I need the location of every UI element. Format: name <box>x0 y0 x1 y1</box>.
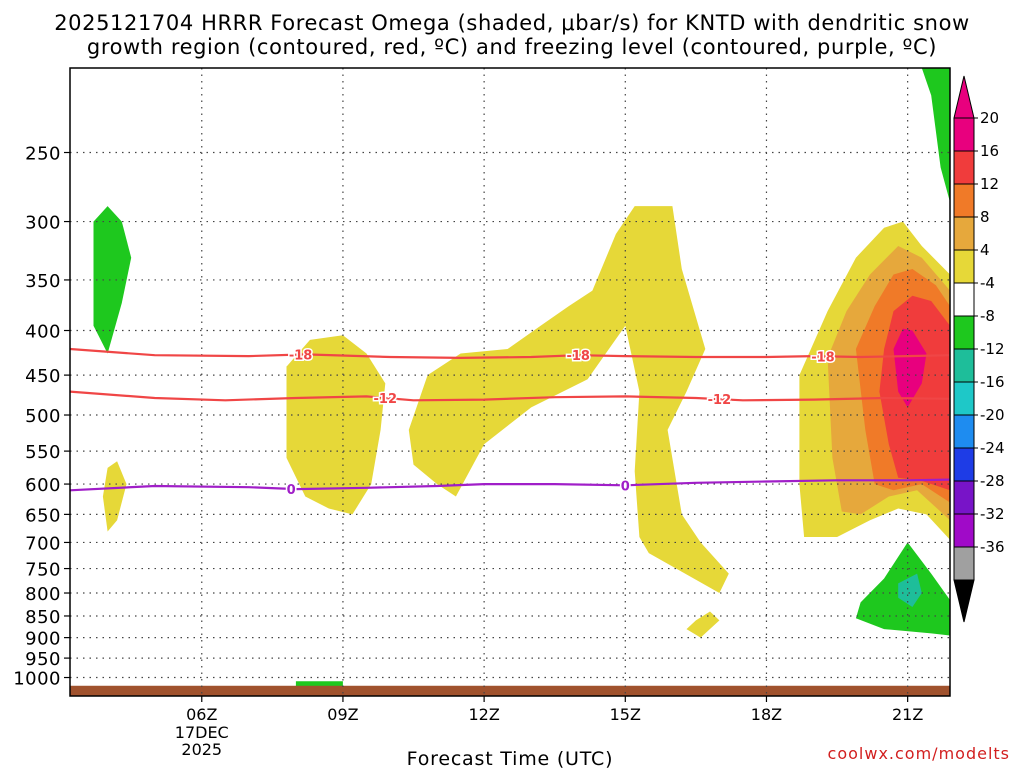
x-tick-label: 18Z <box>751 705 782 724</box>
colorbar-over-arrow <box>953 75 975 119</box>
omega-shading <box>70 68 950 696</box>
colorbar-label: -36 <box>980 538 1005 556</box>
y-tick-label: 1000 <box>13 669 61 690</box>
omega-region <box>93 206 132 354</box>
y-tick-label: 900 <box>25 629 61 650</box>
colorbar-segment <box>953 414 975 449</box>
plot-frame <box>69 67 951 697</box>
y-tick-label: 950 <box>25 649 61 670</box>
colorbar-label: -12 <box>980 340 1005 358</box>
colorbar-segment <box>953 249 975 284</box>
x-tick-sublabel: 2025 <box>181 740 222 759</box>
x-tick-label: 12Z <box>468 705 499 724</box>
contour-lines: -18 -18 -18 -12 -12 0 0 <box>70 347 950 499</box>
y-tick-label: 500 <box>25 406 61 427</box>
x-axis-label: Forecast Time (UTC) <box>407 748 614 768</box>
credit-text: coolwx.com/modelts <box>827 744 1010 763</box>
grid-lines <box>70 68 950 696</box>
chart-title-line-2: growth region (contoured, red, ºC) and f… <box>86 35 938 59</box>
colorbar-label: 8 <box>980 208 990 226</box>
colorbar-label: 16 <box>980 142 999 160</box>
contour-label: -18 <box>811 350 835 365</box>
omega-region <box>893 328 927 408</box>
terrain-strip <box>70 685 950 696</box>
colorbar-segment <box>953 183 975 218</box>
colorbar-segment <box>953 282 975 317</box>
omega-region <box>102 461 127 532</box>
x-tick-label: 09Z <box>327 705 358 724</box>
colorbar-label: -28 <box>980 472 1005 490</box>
y-tick-label: 550 <box>25 442 61 463</box>
x-tick-label: 21Z <box>892 705 923 724</box>
colorbar-label: -8 <box>980 307 995 325</box>
colorbar-segment <box>953 315 975 350</box>
y-tick-label: 600 <box>25 475 61 496</box>
y-tick-label: 750 <box>25 560 61 581</box>
contour-label: -12 <box>708 393 732 408</box>
colorbar-segment <box>953 513 975 548</box>
y-tick-label: 300 <box>25 213 61 234</box>
colorbar-segment <box>953 117 975 152</box>
y-tick-label: 350 <box>25 271 61 292</box>
omega-region <box>898 573 922 607</box>
dendritic-contour-line <box>70 347 950 360</box>
contour-label: 0 <box>287 483 296 498</box>
x-tick-label: 15Z <box>610 705 641 724</box>
omega-region <box>921 68 950 203</box>
colorbar-label: -16 <box>980 373 1005 391</box>
colorbar-label: 20 <box>980 109 999 127</box>
dendritic-contour-line <box>70 390 950 402</box>
y-tick-label: 250 <box>25 144 61 165</box>
omega-region <box>286 335 386 515</box>
colorbar-segment <box>953 546 975 581</box>
colorbar-segment <box>953 216 975 251</box>
colorbar: 20 16 12 8 4 -4 -8 -12 -16 -20 -24 -28 -32 -36 <box>953 75 1005 623</box>
y-tick-label: 650 <box>25 505 61 526</box>
chart-title-line-1: 2025121704 HRRR Forecast Omega (shaded, … <box>54 11 970 35</box>
contour-label: -12 <box>374 392 398 407</box>
x-tick-label: 06Z <box>186 705 217 724</box>
y-tick-label: 700 <box>25 533 61 554</box>
x-tick-sublabel: 17DEC <box>175 723 229 742</box>
colorbar-label: -4 <box>980 274 995 292</box>
freezing-contour-line <box>70 478 950 492</box>
colorbar-segment <box>953 348 975 383</box>
colorbar-label: -32 <box>980 505 1005 523</box>
colorbar-segment <box>953 150 975 185</box>
omega-region <box>686 611 720 638</box>
colorbar-under-arrow <box>953 579 975 623</box>
y-tick-label: 400 <box>25 322 61 343</box>
colorbar-label: -20 <box>980 406 1005 424</box>
colorbar-segment <box>953 480 975 515</box>
colorbar-label: 12 <box>980 175 999 193</box>
colorbar-label: 4 <box>980 241 990 259</box>
colorbar-label: -24 <box>980 439 1005 457</box>
omega-region <box>408 206 729 593</box>
y-tick-label: 800 <box>25 584 61 605</box>
contour-label: -18 <box>566 349 590 364</box>
y-tick-label: 850 <box>25 607 61 628</box>
y-tick-label: 450 <box>25 366 61 387</box>
colorbar-segment <box>953 447 975 482</box>
contour-label: 0 <box>621 479 630 494</box>
y-axis: 2503003504004505005506006507007508008509… <box>13 144 70 690</box>
colorbar-segment <box>953 381 975 416</box>
contour-label: -18 <box>289 349 313 364</box>
